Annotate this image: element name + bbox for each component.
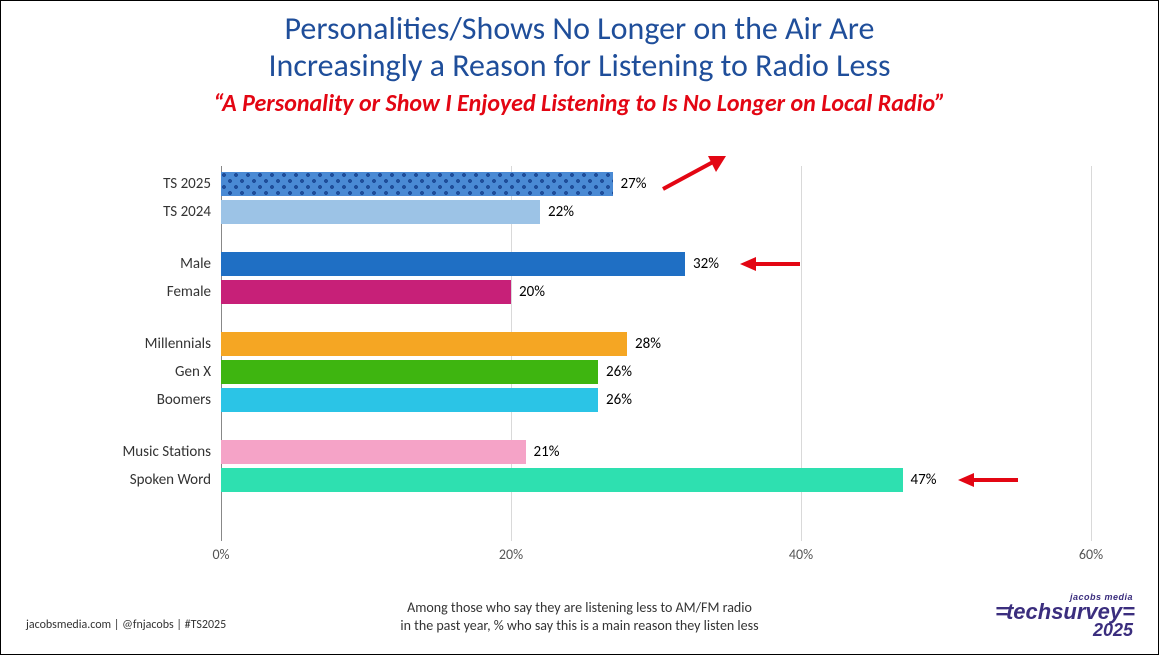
bar-row: Boomers26% <box>221 388 598 412</box>
caption-line-1: Among those who say they are listening l… <box>407 599 752 616</box>
bar-row: Female20% <box>221 280 511 304</box>
bar <box>221 468 903 492</box>
callout-arrow-icon <box>658 154 728 199</box>
title-line-2: Increasingly a Reason for Listening to R… <box>268 46 890 85</box>
bar-category-label: TS 2024 <box>163 203 221 221</box>
slide-subtitle: “A Personality or Show I Enjoyed Listeni… <box>21 89 1138 118</box>
bar-row: TS 202422% <box>221 200 540 224</box>
bar-value-label: 47% <box>903 471 937 489</box>
bar <box>221 440 526 464</box>
bar-row: Male32% <box>221 252 685 276</box>
bar-category-label: Music Stations <box>122 443 221 461</box>
logo-main: =techsurvey= <box>995 602 1133 622</box>
bar <box>221 388 598 412</box>
bar-category-label: Female <box>167 283 221 301</box>
grid-line <box>1091 166 1092 541</box>
bar-value-label: 26% <box>598 363 632 381</box>
bar-category-label: Millennials <box>145 335 221 353</box>
logo-year: 2025 <box>995 622 1133 639</box>
footer-credits: jacobsmedia.com | @fnjacobs | #TS2025 <box>26 618 226 632</box>
x-tick-label: 0% <box>212 546 229 563</box>
bar <box>221 172 613 196</box>
bar-value-label: 27% <box>613 175 647 193</box>
bar-chart: 0%20%40%60%TS 202527%TS 202422%Male32%Fe… <box>41 166 1121 571</box>
bar-category-label: Boomers <box>157 391 221 409</box>
logo-deco-left: = <box>995 599 1006 624</box>
bar-value-label: 26% <box>598 391 632 409</box>
bar-category-label: Male <box>180 255 221 273</box>
bar-row: Gen X26% <box>221 360 598 384</box>
callout-arrow-icon <box>958 470 1018 495</box>
x-tick-label: 40% <box>789 546 813 563</box>
bar <box>221 332 627 356</box>
bar-value-label: 20% <box>511 283 545 301</box>
slide-title: Personalities/Shows No Longer on the Air… <box>21 11 1138 85</box>
bar <box>221 200 540 224</box>
slide: Personalities/Shows No Longer on the Air… <box>0 0 1159 655</box>
bar-category-label: Spoken Word <box>130 471 221 489</box>
x-tick-label: 20% <box>499 546 523 563</box>
bar-value-label: 28% <box>627 335 661 353</box>
bar <box>221 360 598 384</box>
bar-row: Music Stations21% <box>221 440 526 464</box>
bar-category-label: TS 2025 <box>163 175 221 193</box>
plot-area: 0%20%40%60%TS 202527%TS 202422%Male32%Fe… <box>221 166 1091 541</box>
bar <box>221 280 511 304</box>
bar-value-label: 21% <box>526 443 560 461</box>
callout-arrow-icon <box>740 254 800 279</box>
title-line-1: Personalities/Shows No Longer on the Air… <box>285 9 875 48</box>
techsurvey-logo: jacobs media =techsurvey= 2025 <box>995 592 1133 639</box>
bar-row: Millennials28% <box>221 332 627 356</box>
bar-row: Spoken Word47% <box>221 468 903 492</box>
bar-value-label: 32% <box>685 255 719 273</box>
bar-category-label: Gen X <box>175 363 221 381</box>
bar <box>221 252 685 276</box>
x-tick-label: 60% <box>1079 546 1103 563</box>
bar-row: TS 202527% <box>221 172 613 196</box>
caption-line-2: in the past year, % who say this is a ma… <box>400 617 758 634</box>
bar-value-label: 22% <box>540 203 574 221</box>
